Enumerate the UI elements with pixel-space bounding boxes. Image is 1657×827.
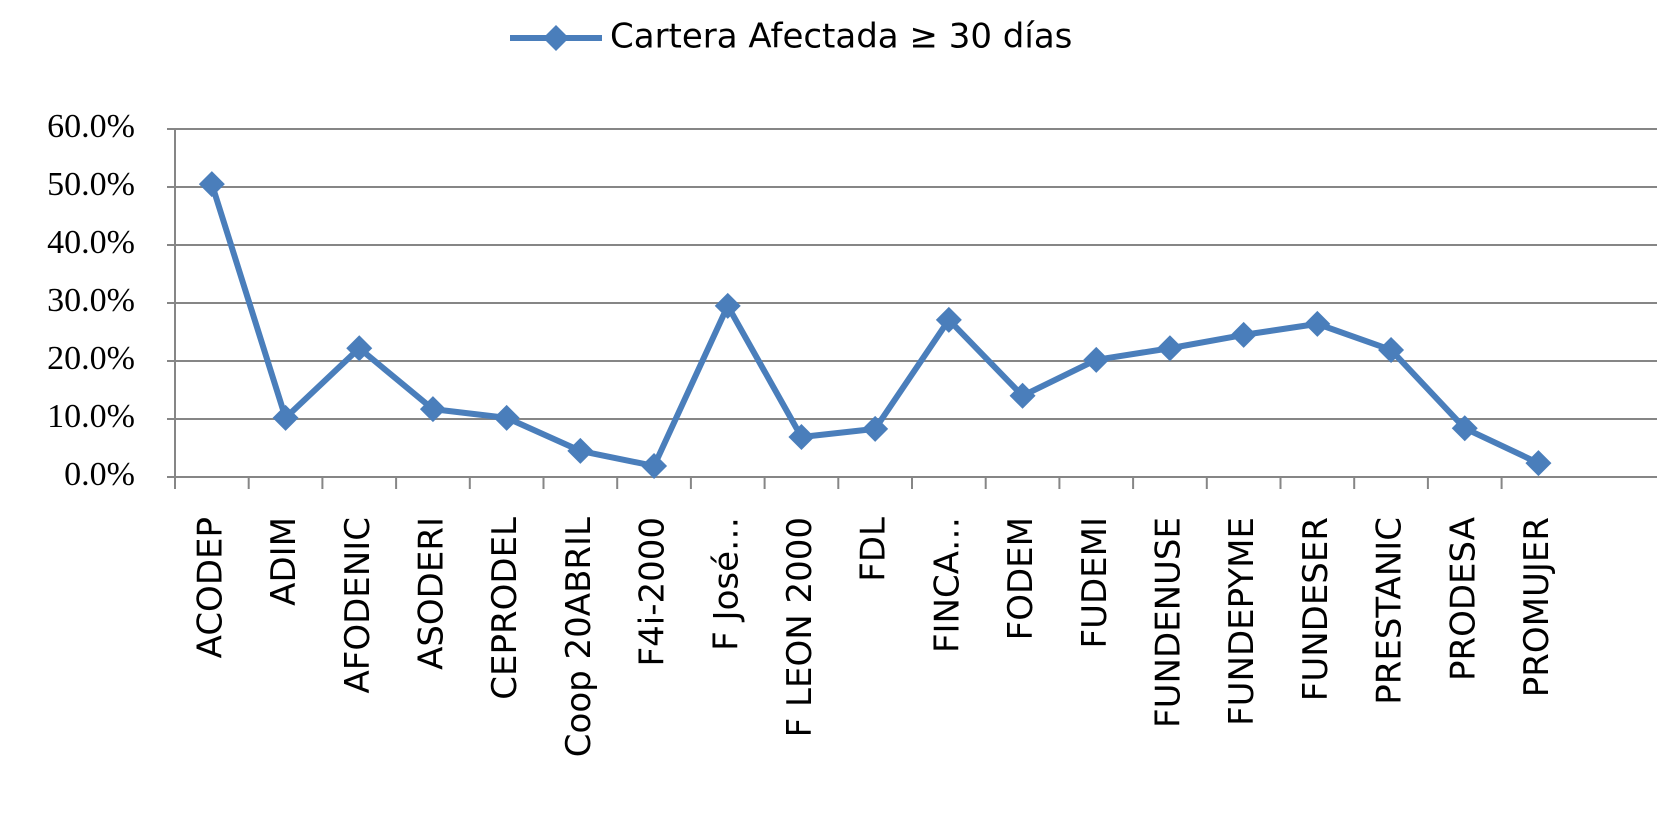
- data-point: [272, 404, 299, 431]
- y-tick-label: 10.0%: [47, 398, 135, 435]
- data-point: [788, 423, 815, 450]
- data-point: [862, 415, 889, 442]
- x-tick-label: FINCA…: [927, 517, 967, 653]
- y-tick-label: 0.0%: [64, 456, 135, 493]
- x-tick-label: F4i-2000: [633, 517, 673, 666]
- x-tick-label: PRODESA: [1443, 517, 1483, 681]
- x-tick-label: FDL: [854, 517, 894, 582]
- x-tick-label: ADIM: [264, 517, 304, 606]
- x-tick-label: FUDEMI: [1075, 517, 1115, 648]
- x-tick-label: FUNDENUSE: [1148, 517, 1188, 728]
- data-point: [1451, 415, 1478, 442]
- x-tick-label: FODEM: [1001, 517, 1041, 640]
- data-point: [198, 171, 225, 198]
- data-point: [1156, 335, 1183, 362]
- data-point: [1230, 321, 1257, 348]
- data-point: [935, 306, 962, 333]
- x-tick-label: F LEON 2000: [780, 517, 820, 737]
- y-tick-label: 30.0%: [47, 282, 135, 319]
- data-point: [419, 396, 446, 423]
- data-point: [1304, 310, 1331, 337]
- y-tick-label: 60.0%: [47, 108, 135, 145]
- data-point: [1525, 450, 1552, 477]
- y-tick-label: 50.0%: [47, 166, 135, 203]
- x-tick-label: CEPRODEL: [485, 517, 525, 700]
- x-tick-label: AFODENIC: [338, 517, 378, 693]
- x-tick-label: PRESTANIC: [1370, 517, 1410, 705]
- data-point: [567, 437, 594, 464]
- data-point: [641, 452, 668, 479]
- x-tick-label: F José…: [706, 517, 746, 651]
- data-point: [1083, 346, 1110, 373]
- data-point: [346, 335, 373, 362]
- y-tick-label: 20.0%: [47, 340, 135, 377]
- legend-marker: [543, 25, 569, 51]
- x-tick-label: FUNDESER: [1296, 517, 1336, 701]
- y-tick-label: 40.0%: [47, 224, 135, 261]
- x-tick-label: Coop 20ABRIL: [559, 517, 599, 757]
- data-point: [493, 404, 520, 431]
- legend-label: Cartera Afectada ≥ 30 días: [610, 17, 1072, 57]
- x-tick-label: PROMUJER: [1517, 517, 1557, 697]
- data-point: [1378, 336, 1405, 363]
- x-tick-label: FUNDEPYME: [1222, 517, 1262, 726]
- x-tick-label: ACODEP: [190, 517, 230, 658]
- data-point: [1009, 382, 1036, 409]
- data-point: [714, 292, 741, 319]
- x-tick-label: ASODERI: [411, 517, 451, 670]
